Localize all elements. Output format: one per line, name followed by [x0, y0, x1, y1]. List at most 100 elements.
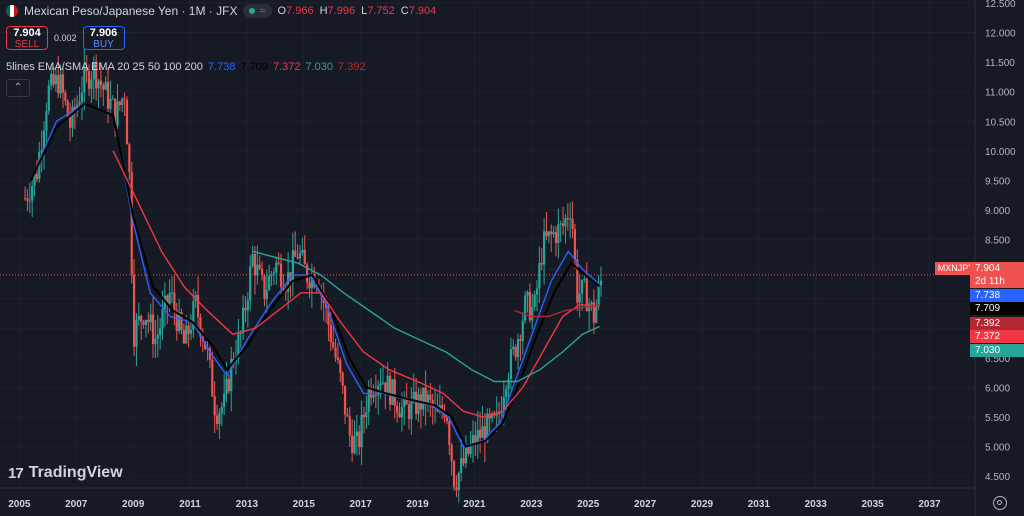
candle-body [31, 186, 34, 201]
candle-body [329, 324, 332, 343]
candle-body [391, 379, 394, 405]
candle-body [422, 387, 425, 410]
wave-icon: ≈ [259, 5, 266, 17]
candle-body [71, 106, 74, 128]
candle-body [242, 307, 245, 333]
y-tick-label: 11.500 [985, 58, 1015, 69]
candle-body [365, 411, 368, 418]
sell-button[interactable]: 7.904 SELL [6, 26, 48, 50]
candle-body [362, 414, 366, 418]
indicator-name[interactable]: 5lines EMA/SMA EMA 20 25 50 100 200 [6, 61, 203, 73]
candle-body [469, 444, 472, 454]
x-tick-label: 2033 [805, 499, 828, 510]
indicator-value-4: 7.392 [338, 61, 366, 73]
x-tick-label: 2005 [8, 499, 31, 510]
candle-body [590, 302, 593, 305]
candle-body [341, 372, 344, 386]
candle-body [550, 231, 553, 235]
candle-body [142, 321, 145, 325]
candle-body [296, 256, 299, 259]
x-tick-label: 2025 [577, 499, 600, 510]
candle-body [528, 291, 531, 321]
candle-body [450, 444, 453, 462]
candle-body [199, 316, 202, 337]
candle-body [441, 405, 444, 412]
candle-body [282, 286, 285, 291]
mxn-flag-icon [6, 5, 18, 17]
candle-body [196, 294, 200, 317]
candle-body [426, 394, 430, 406]
candle-body [457, 472, 460, 491]
candle-body [97, 80, 100, 89]
candle-body [102, 85, 105, 90]
candle-body [95, 61, 98, 89]
status-pill[interactable]: ≈ [243, 4, 272, 18]
candle-body [279, 263, 283, 287]
x-tick-label: 2037 [918, 499, 941, 510]
candle-body [557, 224, 560, 243]
candle-body [467, 446, 470, 454]
candle-body [132, 274, 136, 347]
candle-body [125, 99, 129, 145]
candle-body [260, 268, 264, 276]
candle-body [173, 292, 176, 311]
candle-body [244, 307, 247, 311]
candle-body [272, 272, 276, 275]
candle-body [533, 294, 536, 307]
x-tick-label: 2009 [122, 499, 145, 510]
candle-body [564, 217, 567, 227]
y-tick-label: 4.500 [985, 472, 1010, 483]
symbol-tag: MXNJPY [935, 262, 977, 275]
candle-body [80, 92, 84, 103]
candle-body [50, 73, 53, 86]
candle-body [462, 458, 465, 464]
candle-body [26, 198, 29, 201]
candle-body [561, 223, 565, 227]
chart-header: Mexican Peso/Japanese Yen · 1M · JFX ≈ O… [6, 4, 436, 18]
candle-body [256, 264, 259, 276]
candle-body [287, 272, 290, 292]
candle-body [576, 259, 579, 303]
candle-body [486, 413, 489, 442]
candle-body [92, 61, 95, 80]
candle-body [339, 359, 342, 373]
candle-body [135, 320, 138, 347]
logo-text: TradingView [28, 464, 123, 481]
x-tick-label: 2019 [406, 499, 429, 510]
candle-body [121, 98, 124, 106]
candle-body [204, 341, 207, 350]
candle-body [239, 332, 242, 334]
candle-body [47, 85, 50, 112]
settings-gear-icon[interactable] [993, 496, 1007, 510]
candle-body [123, 98, 126, 100]
candle-body [460, 458, 463, 473]
candle-body [332, 342, 335, 348]
candle-body [483, 426, 486, 442]
symbol-title[interactable]: Mexican Peso/Japanese Yen · 1M · JFX [24, 4, 238, 18]
buy-button[interactable]: 7.906 BUY [82, 26, 125, 50]
candle-body [277, 262, 280, 264]
candle-body [211, 359, 214, 397]
candle-body [464, 446, 468, 464]
ema50-tag: 7.372 [970, 330, 1024, 343]
indicator-value-2: 7.372 [272, 61, 301, 73]
candle-body [291, 250, 294, 281]
candle-body [424, 387, 427, 406]
y-tick-label: 6.500 [985, 354, 1010, 365]
x-tick-label: 2007 [65, 499, 88, 510]
candle-body [111, 98, 114, 100]
candle-body [310, 274, 313, 289]
candle-body [403, 397, 406, 407]
candle-body [566, 217, 569, 220]
candle-body [225, 378, 228, 394]
candle-body [327, 307, 330, 325]
candle-body [599, 280, 603, 286]
indicator-legend[interactable]: 5lines EMA/SMA EMA 20 25 50 100 200 7.73… [6, 61, 371, 73]
candle-body [168, 292, 171, 305]
candle-body [85, 68, 88, 72]
x-tick-label: 2011 [179, 499, 201, 510]
ema-lines [29, 102, 601, 448]
candle-body [106, 81, 110, 109]
collapse-legend-button[interactable]: ⌃ [6, 79, 30, 97]
